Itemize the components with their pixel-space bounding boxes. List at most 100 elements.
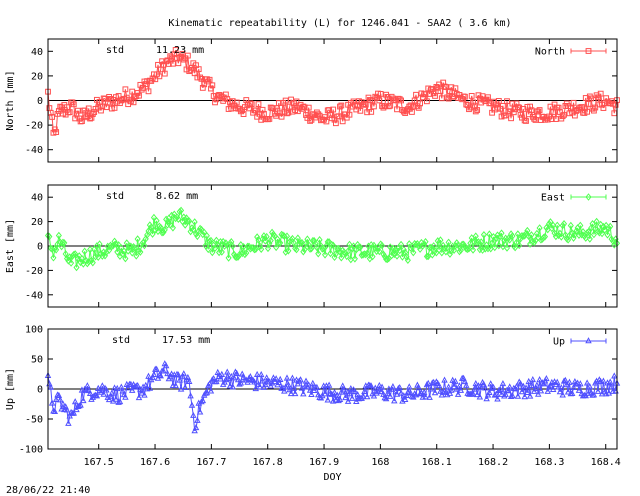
east-point bbox=[343, 252, 350, 261]
north-segment bbox=[452, 95, 455, 98]
north-point bbox=[353, 106, 360, 113]
up-point bbox=[547, 382, 554, 389]
up-point bbox=[348, 394, 356, 401]
north-point bbox=[91, 109, 98, 115]
east-segment bbox=[232, 246, 235, 255]
east-segment bbox=[84, 251, 87, 261]
up-segment bbox=[370, 386, 374, 395]
north-point bbox=[409, 109, 415, 115]
north-point bbox=[544, 116, 551, 123]
east-segment bbox=[467, 248, 470, 250]
east-point bbox=[149, 230, 156, 238]
east-ytick-label: -20 bbox=[25, 266, 43, 277]
east-segment bbox=[331, 244, 334, 246]
east-point bbox=[470, 246, 477, 254]
east-point bbox=[463, 245, 470, 253]
up-point bbox=[344, 397, 352, 404]
east-segment bbox=[304, 243, 307, 250]
east-segment bbox=[472, 242, 475, 251]
up-point bbox=[237, 379, 245, 386]
up-segment bbox=[206, 385, 209, 394]
east-segment bbox=[350, 248, 353, 260]
up-segment bbox=[226, 372, 230, 379]
up-segment bbox=[401, 395, 405, 402]
north-point bbox=[527, 103, 533, 110]
east-segment bbox=[563, 223, 566, 236]
up-std-label: std bbox=[112, 335, 130, 346]
north-segment bbox=[471, 95, 474, 103]
north-segment bbox=[158, 69, 162, 77]
east-point bbox=[525, 232, 532, 241]
up-point bbox=[380, 390, 387, 397]
north-point bbox=[444, 94, 451, 101]
north-point bbox=[591, 107, 597, 114]
north-segment bbox=[278, 102, 281, 114]
up-point bbox=[118, 383, 125, 390]
east-segment bbox=[177, 211, 181, 220]
north-segment bbox=[202, 84, 205, 89]
up-point bbox=[230, 374, 238, 381]
up-point bbox=[401, 395, 409, 402]
east-segment bbox=[354, 249, 357, 259]
up-point bbox=[457, 386, 465, 393]
up-point bbox=[492, 390, 500, 397]
up-point bbox=[294, 380, 302, 387]
east-point bbox=[585, 228, 592, 236]
east-point bbox=[53, 245, 60, 254]
east-point bbox=[195, 227, 202, 235]
up-legend-label: Up bbox=[553, 337, 565, 348]
east-point bbox=[184, 217, 191, 225]
up-point bbox=[342, 394, 349, 401]
north-point bbox=[197, 74, 203, 81]
up-point bbox=[545, 383, 553, 390]
up-segment bbox=[548, 385, 551, 388]
up-point bbox=[270, 374, 277, 381]
up-point bbox=[412, 391, 420, 398]
up-point bbox=[532, 384, 539, 391]
north-ytick-label: 20 bbox=[31, 71, 43, 82]
north-segment bbox=[175, 49, 178, 58]
north-segment bbox=[190, 67, 193, 71]
up-point bbox=[229, 383, 236, 390]
up-point bbox=[119, 387, 126, 394]
north-point bbox=[57, 103, 64, 110]
north-segment bbox=[303, 106, 305, 108]
up-point bbox=[73, 405, 80, 413]
east-std-label: std bbox=[106, 191, 124, 202]
up-point bbox=[540, 380, 547, 387]
up-point bbox=[70, 409, 78, 416]
up-point bbox=[109, 397, 117, 404]
east-point bbox=[459, 240, 466, 249]
up-point bbox=[336, 395, 344, 403]
north-segment bbox=[498, 100, 501, 109]
east-point bbox=[163, 215, 170, 224]
up-segment bbox=[119, 387, 122, 402]
east-point bbox=[355, 243, 363, 252]
up-point bbox=[256, 383, 264, 390]
up-point bbox=[306, 386, 314, 393]
up-point bbox=[173, 370, 181, 377]
north-segment bbox=[466, 104, 468, 106]
north-point bbox=[441, 83, 448, 90]
east-segment bbox=[511, 235, 515, 247]
up-point bbox=[287, 389, 295, 397]
up-point bbox=[105, 395, 113, 403]
east-point bbox=[160, 228, 167, 237]
east-point bbox=[430, 242, 437, 250]
east-point bbox=[311, 236, 318, 245]
up-segment bbox=[202, 395, 205, 401]
east-legend-marker bbox=[585, 193, 592, 201]
up-point bbox=[524, 388, 531, 396]
up-point bbox=[300, 390, 307, 397]
north-point bbox=[406, 103, 413, 110]
north-point bbox=[410, 103, 417, 110]
east-point bbox=[84, 259, 91, 268]
north-segment bbox=[475, 109, 478, 112]
east-point bbox=[59, 238, 66, 247]
north-point bbox=[452, 85, 459, 92]
north-point bbox=[233, 99, 240, 106]
north-segment bbox=[55, 113, 59, 133]
up-point bbox=[62, 403, 69, 410]
east-segment bbox=[605, 225, 608, 235]
north-segment bbox=[287, 106, 291, 113]
